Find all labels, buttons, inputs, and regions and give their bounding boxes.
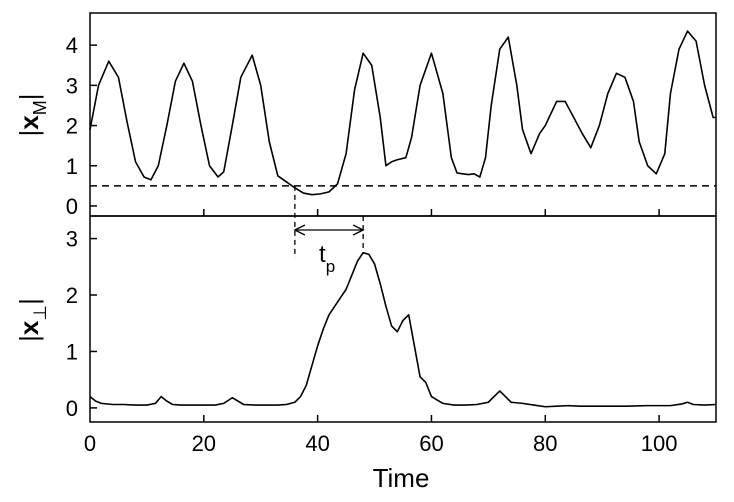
- tp-label-sub: p: [326, 257, 335, 276]
- bottom-xtick-label-20: 20: [192, 431, 216, 456]
- bottom-ytick-label-1: 1: [66, 339, 78, 364]
- bottom-ytick-label-3: 3: [66, 227, 78, 252]
- top-y-title-sub: M: [30, 100, 50, 115]
- bottom-y-title-sub: ⊥: [30, 305, 50, 321]
- bottom-xtick-label-0: 0: [84, 431, 96, 456]
- bottom-ytick-label-2: 2: [66, 283, 78, 308]
- top-y-title-var: x: [14, 115, 44, 130]
- bottom-y-title-bar-right: |: [14, 298, 44, 305]
- tp-annotation: tp: [293, 185, 365, 276]
- top-ytick-label-3: 3: [66, 73, 78, 98]
- bottom-xtick-label-80: 80: [533, 431, 557, 456]
- tp-label-main: t: [319, 241, 326, 268]
- bottom-ytick-label-0: 0: [66, 396, 78, 421]
- top-ytick-label-4: 4: [66, 33, 78, 58]
- top-y-axis-title: |xM|: [14, 94, 50, 137]
- bottom-panel-ticks: 0 1 2 3 0 20 40 60 80 100: [66, 227, 678, 456]
- top-ytick-label-2: 2: [66, 114, 78, 139]
- top-series-line: [89, 30, 716, 196]
- bottom-y-title-bar-left: |: [14, 335, 44, 342]
- top-y-title-bar-right: |: [14, 94, 44, 101]
- bottom-xtick-label-60: 60: [419, 431, 443, 456]
- bottom-series-line: [89, 251, 717, 408]
- bottom-xtick-label-40: 40: [305, 431, 329, 456]
- tp-arrow-left-head: [293, 224, 306, 236]
- tp-label: tp: [319, 241, 335, 276]
- x-axis-title: Time: [373, 463, 430, 493]
- bottom-y-title-var: x: [14, 320, 44, 335]
- top-ytick-label-0: 0: [66, 194, 78, 219]
- bottom-panel-frame: [89, 215, 717, 423]
- top-panel-ticks: 0 1 2 3 4: [66, 33, 660, 219]
- bottom-xtick-label-100: 100: [641, 431, 678, 456]
- bottom-y-axis-title: |x⊥|: [14, 298, 50, 342]
- top-ytick-label-1: 1: [66, 154, 78, 179]
- top-y-title-bar-left: |: [14, 130, 44, 137]
- tp-arrow-right-head: [352, 224, 365, 236]
